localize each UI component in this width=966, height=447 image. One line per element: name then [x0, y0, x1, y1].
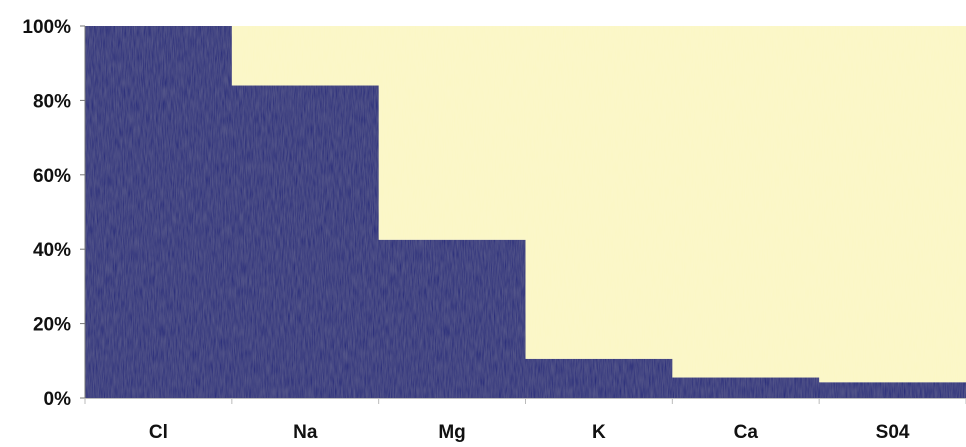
bar-upper-k: [525, 26, 673, 359]
bar-lower-k: [525, 358, 673, 398]
bar-lower-mg: [378, 239, 527, 398]
bars-layer: [85, 26, 966, 399]
x-tick-label-k: K: [592, 422, 606, 442]
x-tick-label-mg: Mg: [438, 422, 465, 442]
x-tick-label-na: Na: [293, 422, 318, 442]
y-tick-label: 60%: [33, 166, 71, 187]
bar-lower-ca: [672, 377, 820, 398]
y-tick-label: 80%: [33, 91, 71, 112]
bar-upper-mg: [378, 26, 527, 240]
x-tick-label-cl: Cl: [149, 422, 168, 442]
bar-lower-s04: [819, 382, 966, 398]
bar-lower-na: [231, 85, 380, 399]
x-axis-ticks: Cl Na Mg K Ca S04: [84, 398, 966, 443]
y-tick-label: 40%: [33, 240, 71, 261]
bar-upper-na: [231, 26, 380, 86]
bar-lower-cl: [85, 26, 233, 398]
x-tick-label-ca: Ca: [734, 422, 759, 442]
y-tick-label: 100%: [22, 17, 71, 38]
x-tick-label-s04: S04: [876, 422, 910, 442]
bar-upper-ca: [672, 26, 820, 378]
bar-upper-s04: [819, 26, 966, 383]
y-tick-label: 0%: [44, 389, 72, 410]
y-axis-ticks: 0% 20% 40% 60% 80% 100%: [22, 17, 85, 410]
y-tick-label: 20%: [33, 315, 71, 336]
